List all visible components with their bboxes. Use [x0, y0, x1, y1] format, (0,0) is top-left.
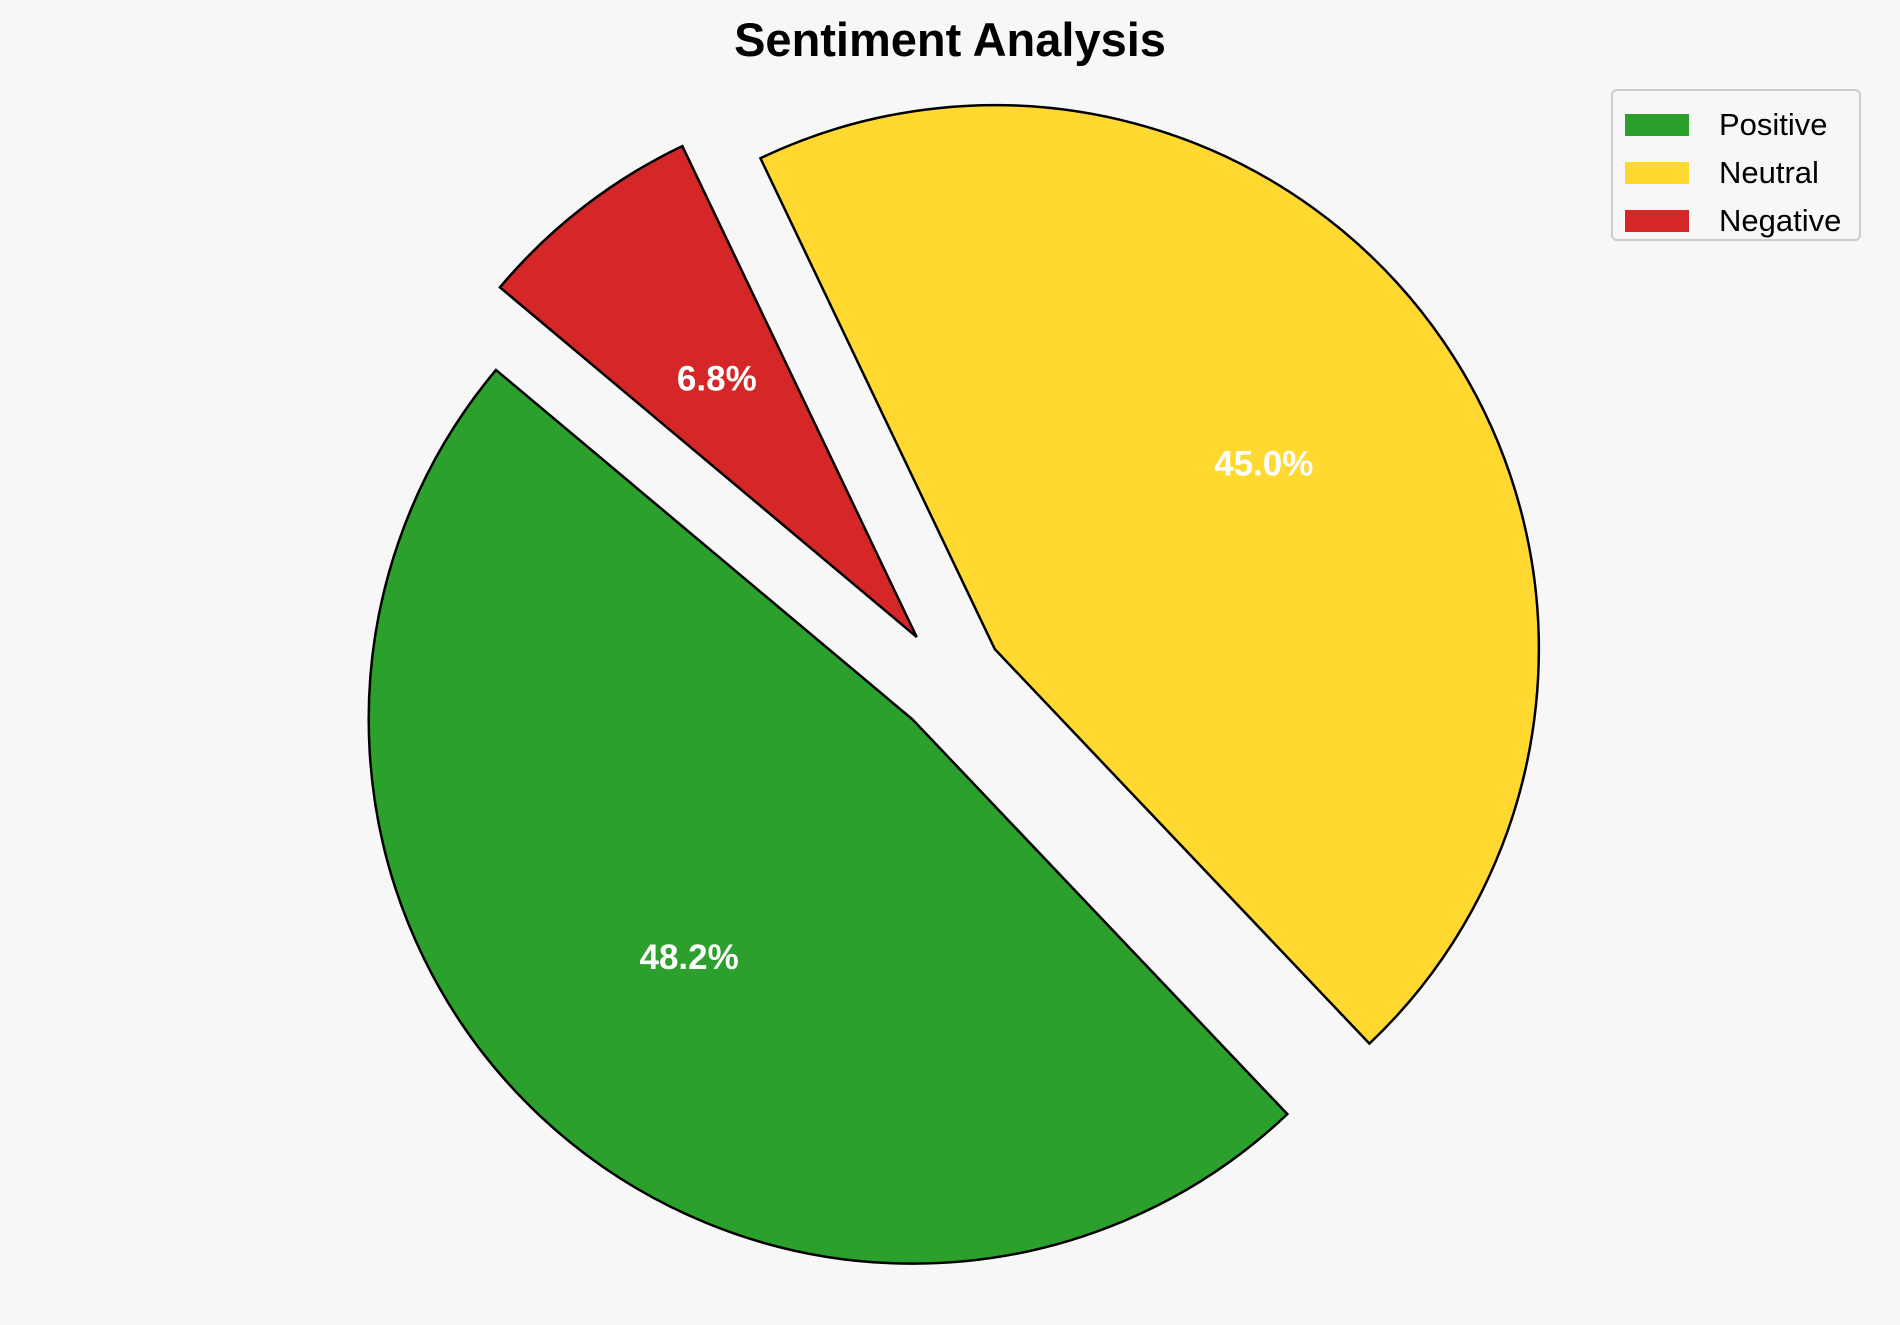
legend-label-positive: Positive: [1719, 107, 1828, 143]
legend-label-negative: Negative: [1719, 203, 1841, 239]
pct-label-neutral: 45.0%: [1214, 445, 1313, 484]
pie-slices: [369, 105, 1539, 1263]
legend-swatch-negative: [1625, 210, 1689, 232]
legend-item-positive[interactable]: Positive: [1625, 101, 1847, 149]
pct-label-positive: 48.2%: [640, 938, 739, 977]
legend-item-neutral[interactable]: Neutral: [1625, 149, 1847, 197]
legend: Positive Neutral Negative: [1611, 89, 1861, 241]
legend-swatch-neutral: [1625, 162, 1689, 184]
chart-root: Sentiment Analysis 48.2% 45.0% 6.8% Positi…: [0, 0, 1900, 1325]
legend-swatch-positive: [1625, 114, 1689, 136]
pct-label-negative: 6.8%: [677, 359, 757, 398]
legend-item-negative[interactable]: Negative: [1625, 197, 1847, 245]
legend-label-neutral: Neutral: [1719, 155, 1819, 191]
